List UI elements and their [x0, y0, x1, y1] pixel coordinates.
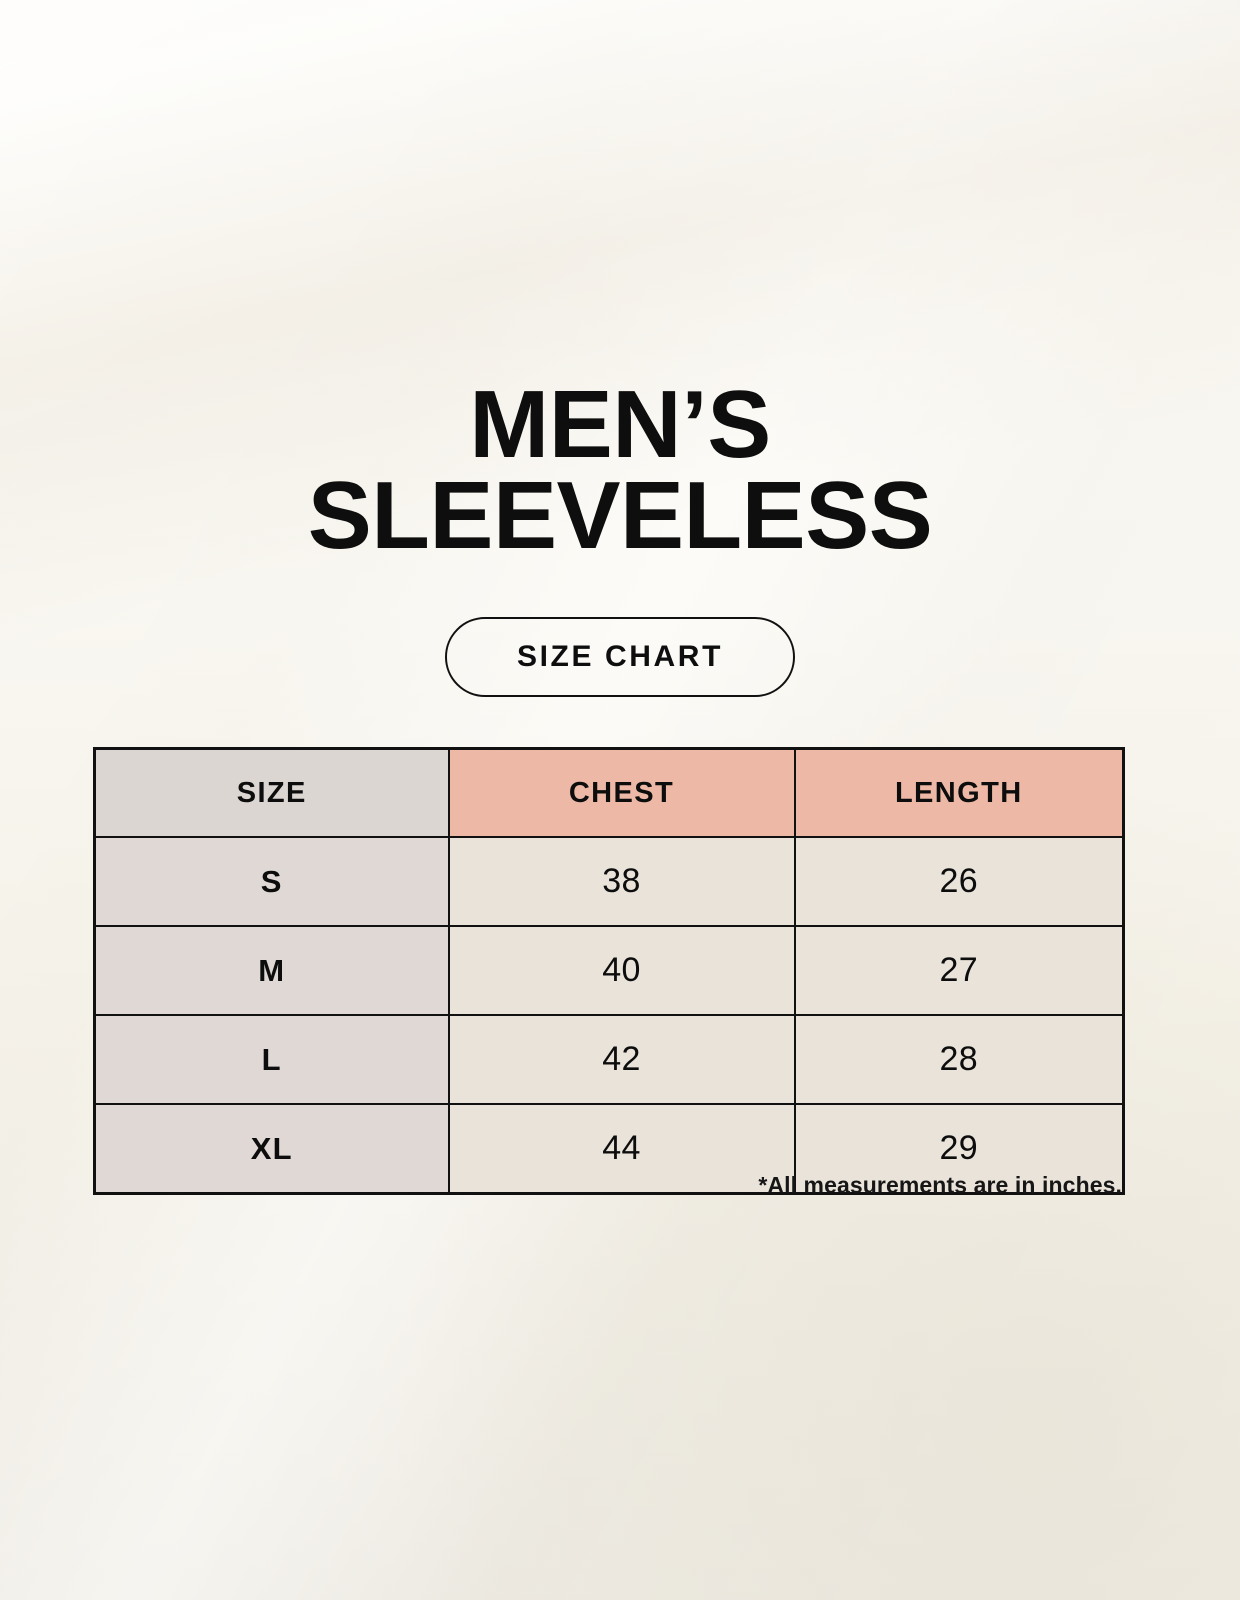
- cell-chest: 44: [447, 1103, 796, 1195]
- cell-size: M: [93, 925, 450, 1016]
- cell-size: S: [93, 836, 450, 927]
- table-header-row: SIZE CHEST LENGTH: [93, 747, 1125, 838]
- table-row: M 40 27: [93, 925, 1125, 1016]
- cell-length: 27: [793, 925, 1125, 1016]
- size-chart-badge: SIZE CHART: [445, 617, 795, 697]
- cell-chest: 40: [447, 925, 796, 1016]
- cell-length: 26: [793, 836, 1125, 927]
- table-row: S 38 26: [93, 836, 1125, 927]
- cell-chest: 42: [447, 1014, 796, 1105]
- page-title: MEN’S SLEEVELESS: [307, 371, 933, 570]
- table-row: L 42 28: [93, 1014, 1125, 1105]
- table-row: XL 44 29: [93, 1103, 1125, 1195]
- size-table-body: S 38 26 M 40 27 L 42 28 XL: [93, 836, 1125, 1195]
- cell-length: 29: [793, 1103, 1125, 1195]
- size-table-head: SIZE CHEST LENGTH: [93, 747, 1125, 838]
- column-header-size: SIZE: [93, 747, 450, 838]
- measurement-note: *All measurements are in inches.: [758, 1172, 1122, 1198]
- column-header-length: LENGTH: [793, 747, 1125, 838]
- cell-length: 28: [793, 1014, 1125, 1105]
- size-table: SIZE CHEST LENGTH S 38 26 M 40 27: [93, 747, 1125, 1195]
- cell-size: XL: [93, 1103, 450, 1195]
- size-chart-badge-wrapper: SIZE CHART: [0, 617, 1240, 697]
- size-table-wrapper: SIZE CHEST LENGTH S 38 26 M 40 27: [93, 747, 1125, 1195]
- cell-chest: 38: [447, 836, 796, 927]
- column-header-chest: CHEST: [447, 747, 796, 838]
- cell-size: L: [93, 1014, 450, 1105]
